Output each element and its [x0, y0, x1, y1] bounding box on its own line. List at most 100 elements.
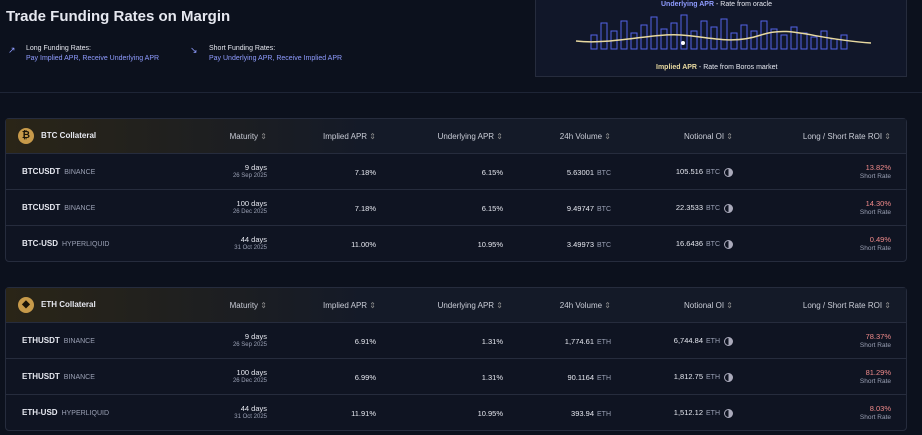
- oi-part: ETH: [706, 410, 720, 417]
- oi-icon: [724, 372, 733, 382]
- volume-part: ETH: [597, 375, 611, 382]
- volume-part: ETH: [597, 411, 611, 418]
- column-header: Long / Short Rate ROI: [803, 301, 891, 310]
- notional-oi: 6,744.84 ETH: [674, 336, 733, 346]
- column-header: Underlying APR: [438, 301, 503, 310]
- short-receive: Receive Implied APR: [276, 55, 343, 62]
- maturity: 100 days: [236, 199, 267, 208]
- oi-part: ETH: [706, 338, 720, 345]
- oi-part: 1,512.12: [673, 408, 703, 417]
- volume-part: BTC: [597, 206, 611, 213]
- column-header: Long / Short Rate ROI: [803, 132, 891, 141]
- implied-apr: 11.91%: [351, 409, 376, 418]
- underlying-apr: 1.31%: [481, 373, 503, 382]
- oi-part: 6,744.84: [673, 336, 703, 345]
- implied-apr: 6.91%: [354, 337, 376, 346]
- notional-oi: 1,512.12 ETH: [674, 408, 733, 418]
- long-receive: Receive Underlying APR: [82, 55, 160, 62]
- roi-side: Short Rate: [859, 245, 891, 252]
- pair-name: BTCUSDT: [22, 203, 61, 212]
- volume-part: 9.49747: [566, 204, 594, 213]
- maturity-date: 26 Sep 2025: [232, 342, 267, 348]
- notional-oi: 22.3533 BTC: [676, 203, 733, 213]
- volume-part: BTC: [597, 242, 611, 249]
- oi-part: BTC: [706, 205, 720, 212]
- short-desc: Pay Underlying APR, Receive Implied APR: [209, 55, 342, 62]
- maturity: 44 days: [240, 235, 267, 244]
- maturity: 9 days: [244, 163, 267, 172]
- pair-name: BTCUSDT: [22, 167, 61, 176]
- oi-part: BTC: [706, 169, 720, 176]
- long-desc: Pay Implied APR, Receive Underlying APR: [26, 55, 159, 62]
- column-header: Underlying APR: [438, 132, 503, 141]
- exchange: HYPERLIQUID: [61, 410, 110, 417]
- maturity: 44 days: [240, 404, 267, 413]
- pair: BTC-USD HYPERLIQUID: [22, 239, 109, 248]
- short-label: Short Funding Rates:: [209, 45, 276, 52]
- exchange: HYPERLIQUID: [62, 241, 110, 248]
- collateral-title: ETH Collateral: [41, 300, 96, 309]
- exchange: BINANCE: [63, 338, 95, 345]
- roi-side: Short Rate: [859, 173, 891, 180]
- implied-apr: 7.18%: [354, 168, 376, 177]
- volume: 90.1164 ETH: [567, 373, 611, 382]
- implied-apr: 6.99%: [354, 373, 376, 382]
- legend-bottom: Implied APR - Rate from Boros market: [656, 64, 778, 71]
- implied-apr: 11.00%: [351, 240, 376, 249]
- market-row: ETH-USD HYPERLIQUID 44 days 31 Oct 2025 11.9…: [6, 395, 906, 431]
- column-header: Notional OI: [684, 132, 733, 141]
- legend-top: Underlying APR - Rate from oracle: [661, 1, 772, 8]
- underlying-apr: 10.95%: [477, 240, 503, 249]
- table-header: ₿ BTC Collateral Maturity Implied APR Underl…: [6, 119, 906, 154]
- volume-part: 393.94: [571, 409, 594, 418]
- maturity-date: 26 Dec 2025: [232, 378, 267, 384]
- table-header: ◆ ETH Collateral Maturity Implied APR Underl…: [6, 288, 906, 323]
- oi-part: ETH: [706, 374, 720, 381]
- maturity-date: 31 Oct 2025: [234, 414, 267, 420]
- legend-illustration: [575, 14, 872, 50]
- volume-part: 3.49973: [566, 240, 594, 249]
- oi-part: 16.6436: [675, 239, 703, 248]
- column-header: 24h Volume: [560, 132, 611, 141]
- exchange: BINANCE: [63, 374, 95, 381]
- collateral-icon: ₿: [18, 128, 34, 144]
- volume-part: 5.63001: [566, 168, 594, 177]
- divider: [0, 92, 922, 93]
- exchange: BINANCE: [64, 205, 96, 212]
- title: Trade Funding Rates on Margin: [6, 8, 231, 25]
- market-row: ETHUSDT BINANCE 9 days 26 Sep 2025 6.91% 1.31…: [6, 323, 906, 359]
- pair: ETH-USD HYPERLIQUID: [22, 408, 109, 417]
- oi-icon: [724, 203, 733, 213]
- volume: 5.63001 BTC: [567, 168, 611, 177]
- roi: 81.29%: [865, 368, 891, 377]
- roi: 14.30%: [865, 199, 891, 208]
- volume-part: 1,774.61: [564, 337, 594, 346]
- pair-name: BTC-USD: [22, 239, 58, 248]
- pair: BTCUSDT BINANCE: [22, 167, 95, 176]
- market-row: BTCUSDT BINANCE 9 days 26 Sep 2025 7.18% 6.15…: [6, 154, 906, 190]
- pair-name: ETHUSDT: [22, 372, 60, 381]
- legend-chart: Underlying APR - Rate from oracle Implie…: [535, 0, 907, 77]
- roi-side: Short Rate: [859, 342, 891, 349]
- volume: 393.94 ETH: [571, 409, 611, 418]
- long-label: Long Funding Rates:: [26, 45, 91, 52]
- maturity: 100 days: [236, 368, 267, 377]
- underlying-apr: 6.15%: [481, 204, 503, 213]
- long-pay: Pay Implied APR,: [26, 55, 81, 62]
- market-row: BTC-USD HYPERLIQUID 44 days 31 Oct 2025 11.0…: [6, 226, 906, 262]
- collateral-table: ◆ ETH Collateral Maturity Implied APR Underl…: [5, 287, 907, 431]
- roi: 78.37%: [865, 332, 891, 341]
- roi-side: Short Rate: [859, 378, 891, 385]
- oi-part: 22.3533: [675, 203, 703, 212]
- roi-side: Short Rate: [859, 209, 891, 216]
- column-header: 24h Volume: [560, 301, 611, 310]
- volume-part: BTC: [597, 170, 611, 177]
- oi-part: 105.516: [675, 167, 703, 176]
- volume: 9.49747 BTC: [567, 204, 611, 213]
- notional-oi: 16.6436 BTC: [676, 239, 733, 249]
- roi: 13.82%: [865, 163, 891, 172]
- pair: ETHUSDT BINANCE: [22, 372, 95, 381]
- implied-apr: 7.18%: [354, 204, 376, 213]
- roi-side: Short Rate: [859, 414, 891, 421]
